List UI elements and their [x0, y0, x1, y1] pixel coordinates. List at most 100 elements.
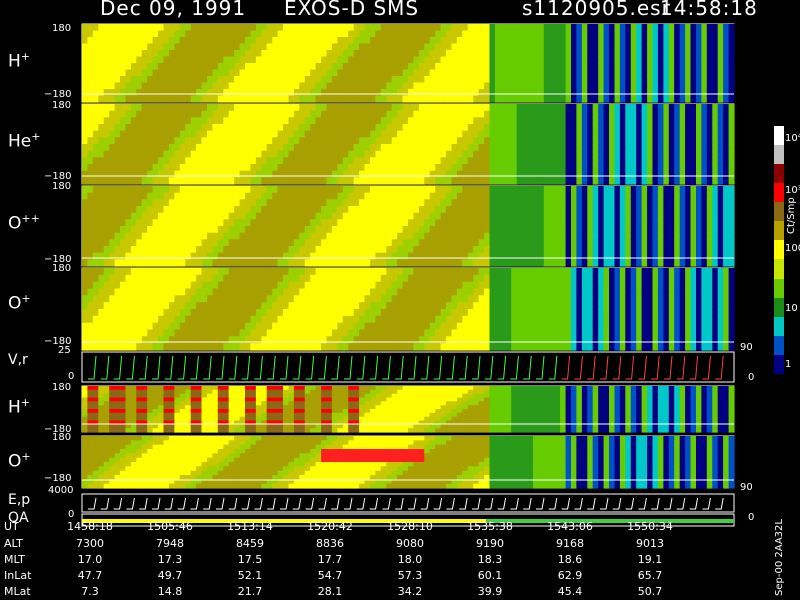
- heat-cell: [304, 192, 311, 200]
- heat-cell: [619, 170, 626, 178]
- heat-cell: [228, 192, 235, 200]
- heat-cell: [234, 170, 241, 178]
- heat-cell: [549, 186, 556, 194]
- heat-cell: [462, 50, 469, 58]
- heat-cell: [98, 212, 105, 220]
- heat-cell: [576, 157, 583, 165]
- heat-cell: [190, 124, 197, 132]
- heat-cell: [603, 56, 610, 64]
- heat-cell: [690, 226, 697, 234]
- heat-cell: [158, 295, 165, 303]
- heat-cell: [478, 177, 485, 185]
- heat-cell: [364, 281, 371, 290]
- heat-cell: [706, 124, 713, 132]
- heat-cell: [158, 288, 165, 296]
- panel-label-o-plus: O+: [8, 292, 31, 314]
- heat-cell: [424, 192, 431, 200]
- heat-cell: [549, 164, 556, 172]
- heat-cell: [217, 50, 224, 58]
- heat-cell: [342, 252, 349, 260]
- heat-cell: [163, 219, 170, 227]
- heat-cell: [712, 37, 719, 45]
- heat-cell: [364, 259, 371, 267]
- heat-cell: [554, 43, 561, 51]
- heat-cell: [522, 110, 529, 118]
- heat-cell: [549, 219, 556, 227]
- heat-cell: [98, 288, 105, 296]
- heat-cell: [114, 232, 121, 240]
- heat-cell: [489, 43, 496, 51]
- heat-cell: [266, 43, 273, 51]
- heat-cell: [250, 259, 257, 267]
- heat-cell: [130, 63, 137, 71]
- heat-cell: [375, 177, 382, 185]
- heat-cell: [315, 268, 322, 276]
- heat-cell: [359, 150, 366, 158]
- heat-cell: [560, 226, 567, 234]
- heat-cell: [516, 137, 523, 145]
- heat-cell: [489, 124, 496, 132]
- heat-cell: [87, 137, 94, 145]
- heat-cell: [598, 177, 605, 185]
- heat-cell: [592, 164, 599, 172]
- heat-cell: [630, 206, 637, 214]
- heat-cell: [168, 95, 175, 103]
- heat-cell: [706, 117, 713, 125]
- heat-cell: [245, 343, 251, 351]
- heat-cell: [538, 226, 545, 234]
- heat-cell: [723, 232, 730, 240]
- heat-cell: [348, 124, 355, 132]
- heat-cell: [125, 315, 132, 324]
- heat-cell: [456, 170, 463, 178]
- heat-cell: [293, 281, 300, 290]
- heat-cell: [255, 69, 262, 77]
- heat-cell: [402, 95, 409, 103]
- heat-cell: [494, 252, 501, 260]
- heat-cell: [353, 164, 360, 172]
- heat-cell: [478, 69, 485, 77]
- heat-cell: [462, 212, 469, 220]
- heat-cell: [478, 82, 485, 90]
- heat-cell: [245, 95, 251, 103]
- heat-cell: [370, 186, 376, 194]
- heat-cell: [190, 69, 197, 77]
- heat-cell: [598, 206, 605, 214]
- heat-cell: [185, 130, 192, 138]
- heat-cell: [402, 30, 409, 38]
- heat-cell: [451, 76, 458, 84]
- heat-cell: [641, 69, 648, 77]
- heat-cell: [293, 37, 300, 45]
- heat-cell: [288, 212, 295, 220]
- heat-cell: [125, 24, 132, 32]
- heat-cell: [527, 50, 534, 58]
- heat-cell: [82, 110, 88, 118]
- heat-cell: [418, 246, 425, 254]
- heat-cell: [636, 144, 643, 152]
- heat-cell: [250, 329, 257, 337]
- heat-cell: [125, 199, 132, 207]
- heat-cell: [473, 89, 480, 97]
- heat-cell: [163, 144, 170, 152]
- heat-cell: [190, 288, 197, 296]
- heat-cell: [207, 281, 213, 290]
- heat-cell: [565, 82, 572, 90]
- heat-cell: [185, 95, 192, 103]
- heat-cell: [364, 206, 371, 214]
- heat-cell: [293, 56, 300, 64]
- heat-cell: [668, 50, 675, 58]
- heat-cell: [375, 157, 382, 165]
- heat-cell: [603, 130, 610, 138]
- heat-cell: [576, 177, 583, 185]
- heat-cell: [212, 37, 219, 45]
- heat-cell: [652, 137, 659, 145]
- heat-cell: [418, 30, 425, 38]
- heat-cell: [668, 30, 675, 38]
- heat-cell: [505, 63, 512, 71]
- heat-cell: [408, 144, 414, 152]
- heat-cell: [533, 199, 539, 207]
- heat-cell: [440, 43, 447, 51]
- heat-cell: [462, 219, 469, 227]
- heat-cell: [234, 186, 241, 194]
- heat-cell: [511, 130, 518, 138]
- heat-cell: [538, 124, 545, 132]
